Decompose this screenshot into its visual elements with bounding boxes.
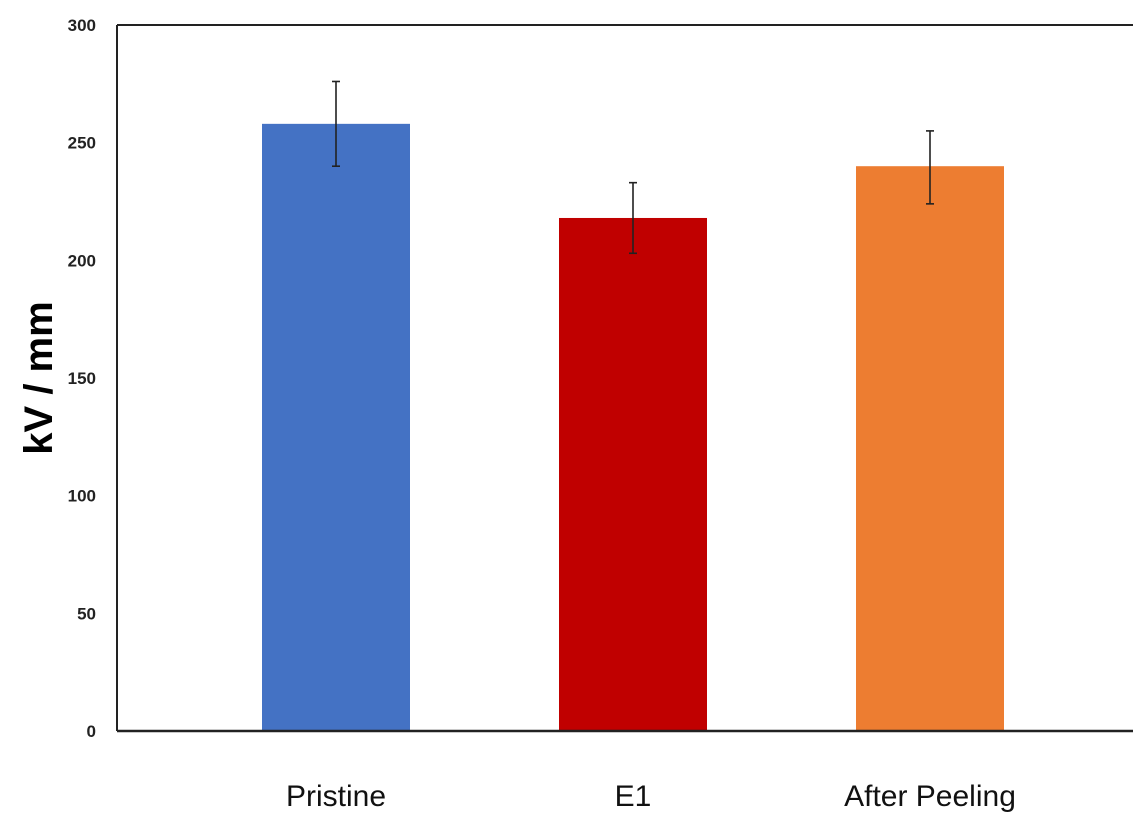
- bar-after-peeling: [856, 166, 1004, 731]
- x-tick-label: E1: [615, 780, 652, 813]
- error-bar-e1: [629, 181, 637, 255]
- x-axis-labels: Pristine E1 After Peeling: [286, 780, 1016, 813]
- y-tick-label: 300: [68, 16, 96, 35]
- x-tick-label: After Peeling: [844, 780, 1016, 813]
- bar-pristine: [262, 123, 410, 732]
- error-bars: [332, 80, 934, 255]
- x-tick-label: Pristine: [286, 780, 386, 813]
- y-tick-label: 50: [77, 604, 96, 623]
- y-tick-label: 150: [68, 369, 96, 388]
- y-axis-title: kV / mm: [17, 301, 61, 454]
- bar-e1: [559, 217, 707, 731]
- y-axis-ticks: 0 50 100 150 200 250 300: [68, 16, 96, 741]
- y-tick-label: 200: [68, 251, 96, 270]
- plot-frame: [116, 24, 1133, 731]
- y-tick-label: 250: [68, 134, 96, 153]
- bars: [262, 123, 1004, 732]
- y-tick-label: 0: [87, 722, 96, 741]
- error-bar-pristine: [332, 80, 340, 167]
- error-bar-after-peeling: [926, 130, 934, 205]
- y-tick-label: 100: [68, 487, 96, 506]
